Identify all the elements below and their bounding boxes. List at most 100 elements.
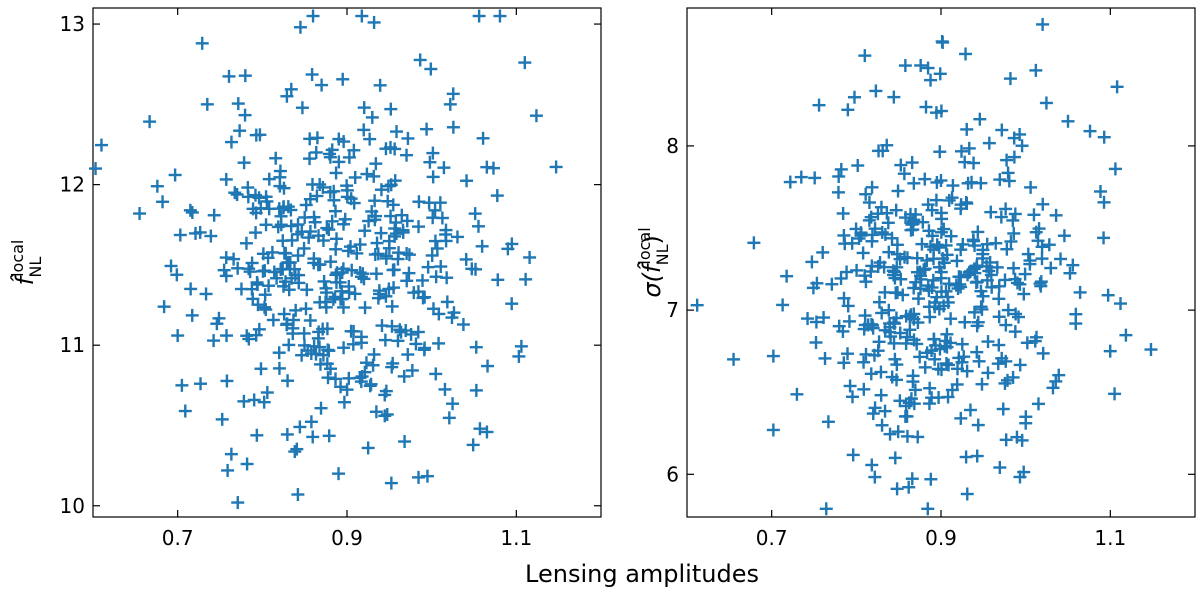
- data-point: [402, 248, 416, 262]
- data-point: [250, 275, 264, 289]
- data-point: [1108, 387, 1122, 401]
- data-point: [834, 162, 848, 176]
- data-point: [523, 250, 537, 264]
- data-point: [338, 212, 352, 226]
- data-point: [1007, 226, 1021, 240]
- data-point: [440, 295, 454, 309]
- data-point: [378, 333, 392, 347]
- data-point: [178, 404, 192, 418]
- data-point: [239, 236, 253, 250]
- data-point: [929, 106, 943, 120]
- data-point: [838, 237, 852, 251]
- data-point: [389, 227, 403, 241]
- data-point: [1103, 344, 1117, 358]
- data-point: [387, 263, 401, 277]
- data-point: [865, 259, 879, 273]
- data-point: [918, 172, 932, 186]
- y-tick-label: 7: [666, 298, 679, 322]
- data-point: [832, 169, 846, 183]
- data-point: [874, 388, 888, 402]
- data-point: [891, 425, 905, 439]
- data-point: [973, 112, 987, 126]
- data-point: [368, 248, 382, 262]
- data-point: [971, 315, 985, 329]
- data-point: [871, 344, 885, 358]
- data-point: [974, 284, 988, 298]
- data-point: [1008, 207, 1022, 221]
- data-point: [374, 226, 388, 240]
- data-point: [185, 308, 199, 322]
- data-point: [429, 367, 443, 381]
- data-point: [150, 179, 164, 193]
- data-point: [475, 239, 489, 253]
- data-point: [327, 193, 341, 207]
- data-point: [924, 73, 938, 87]
- data-point: [382, 282, 396, 296]
- data-point: [207, 208, 221, 222]
- data-point: [910, 337, 924, 351]
- data-point: [386, 198, 400, 212]
- data-point: [999, 202, 1013, 216]
- data-point: [942, 193, 956, 207]
- data-point: [857, 382, 871, 396]
- data-point: [320, 221, 334, 235]
- data-point: [941, 295, 955, 309]
- data-point: [347, 143, 361, 157]
- data-point: [434, 260, 448, 274]
- data-point: [286, 327, 300, 341]
- y-tick-label: 10: [60, 494, 85, 518]
- data-point: [342, 279, 356, 293]
- data-point: [878, 227, 892, 241]
- data-point: [250, 428, 264, 442]
- data-point: [317, 274, 331, 288]
- data-point: [262, 172, 276, 186]
- data-point: [259, 303, 273, 317]
- data-point: [430, 241, 444, 255]
- data-point: [918, 360, 932, 374]
- data-point: [875, 225, 889, 239]
- data-point: [469, 340, 483, 354]
- data-point: [228, 186, 242, 200]
- data-point: [1049, 374, 1063, 388]
- data-point: [1097, 195, 1111, 209]
- data-point: [344, 192, 358, 206]
- data-point: [293, 20, 307, 34]
- data-point: [857, 355, 871, 369]
- data-point: [1044, 261, 1058, 275]
- data-point: [888, 352, 902, 366]
- data-point: [204, 229, 218, 243]
- data-point: [1031, 234, 1045, 248]
- data-point: [961, 268, 975, 282]
- data-point: [939, 356, 953, 370]
- data-point: [332, 132, 346, 146]
- data-point: [279, 246, 293, 260]
- data-point: [996, 402, 1010, 416]
- data-point: [832, 319, 846, 333]
- data-point: [1013, 470, 1027, 484]
- data-point: [1004, 234, 1018, 248]
- data-point: [184, 282, 198, 296]
- data-point: [323, 185, 337, 199]
- data-point: [883, 427, 897, 441]
- data-point: [961, 176, 975, 190]
- data-point: [388, 229, 402, 243]
- data-point: [329, 166, 343, 180]
- data-point: [962, 141, 976, 155]
- data-point: [869, 84, 883, 98]
- data-point: [841, 299, 855, 313]
- data-point: [1110, 80, 1124, 94]
- data-point: [491, 273, 505, 287]
- data-point: [143, 115, 157, 129]
- data-point: [345, 263, 359, 277]
- data-point: [297, 241, 311, 255]
- data-point: [274, 263, 288, 277]
- data-point: [398, 435, 412, 449]
- data-point: [358, 224, 372, 238]
- data-point: [370, 236, 384, 250]
- data-point: [1000, 242, 1014, 256]
- data-point: [780, 269, 794, 283]
- data-point: [1036, 346, 1050, 360]
- data-point: [354, 330, 368, 344]
- data-point: [486, 161, 500, 175]
- data-point: [271, 220, 285, 234]
